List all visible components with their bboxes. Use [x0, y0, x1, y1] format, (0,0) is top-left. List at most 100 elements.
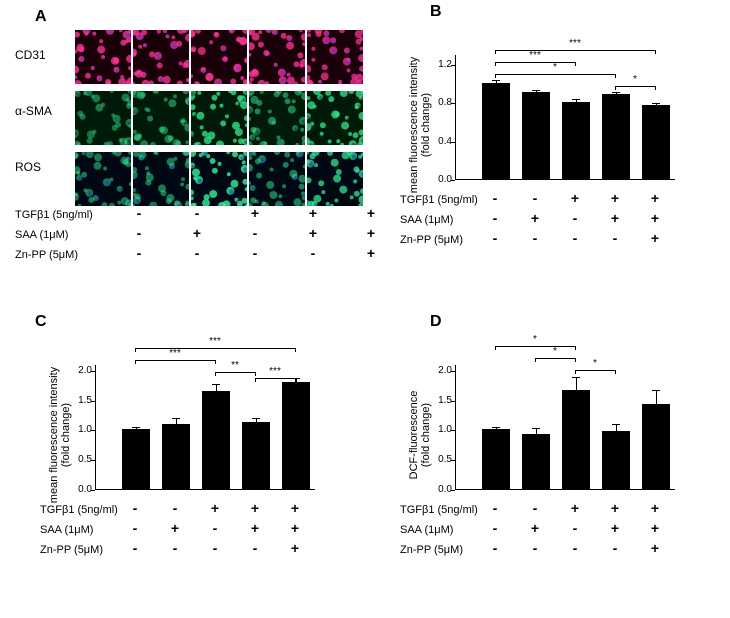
treatment-label: Zn-PP (5μM) [40, 544, 115, 556]
error-cap [132, 427, 140, 428]
chart-treatments: TGFβ1 (5ng/ml)--+++SAA (1μM)-+-++Zn-PP (… [400, 190, 675, 250]
micrograph-cell [75, 30, 131, 84]
error-cap [652, 103, 660, 104]
treatment-value: - [555, 540, 595, 556]
y-tick-mark [451, 490, 455, 491]
treatment-value: - [515, 190, 555, 206]
error-bar [216, 385, 217, 391]
y-tick-mark [451, 142, 455, 143]
error-cap [532, 428, 540, 429]
treatment-value: + [195, 500, 235, 516]
treatment-value: - [475, 210, 515, 226]
treatment-row: SAA (1μM)-+-++ [400, 210, 675, 226]
panel-b-label: B [430, 3, 442, 21]
treatment-value: + [342, 245, 400, 261]
y-tick-mark [451, 460, 455, 461]
treatment-value: + [275, 520, 315, 536]
treatment-value: + [155, 520, 195, 536]
bar [162, 424, 190, 489]
bar [522, 92, 550, 179]
treatment-value: - [475, 230, 515, 246]
error-bar [256, 419, 257, 423]
treatment-value: - [555, 520, 595, 536]
chart-area [455, 365, 675, 490]
treatment-value: + [284, 205, 342, 221]
row-label: ROS [15, 160, 70, 174]
y-tick: 0.8 [430, 97, 452, 108]
y-tick-mark [451, 103, 455, 104]
panel-a-treatments: TGFβ1 (5ng/ml)--+++SAA (1μM)-+-++Zn-PP (… [15, 205, 400, 265]
y-tick: 2.0 [430, 365, 452, 376]
treatment-value: - [595, 230, 635, 246]
treatment-value: + [235, 500, 275, 516]
error-cap [612, 92, 620, 93]
significance-text: *** [520, 50, 550, 61]
treatment-value: - [235, 540, 275, 556]
micrograph-cell [307, 30, 363, 84]
panel-c: C mean fluorescence intensity(fold chang… [30, 315, 370, 605]
treatment-value: + [595, 500, 635, 516]
micrograph-grid [75, 30, 365, 213]
bar [602, 94, 630, 179]
micrograph-cell [75, 91, 131, 145]
treatment-label: TGFβ1 (5ng/ml) [400, 504, 475, 516]
treatment-label: SAA (1μM) [400, 214, 475, 226]
y-axis-label: mean fluorescence intensity(fold change) [48, 360, 72, 510]
treatment-label: TGFβ1 (5ng/ml) [40, 504, 115, 516]
error-cap [572, 99, 580, 100]
treatment-value: + [595, 210, 635, 226]
treatment-value: + [635, 190, 675, 206]
treatment-value: + [635, 230, 675, 246]
treatment-value: + [635, 540, 675, 556]
bar [562, 390, 590, 489]
treatment-value: + [275, 540, 315, 556]
y-tick-mark [451, 430, 455, 431]
micrograph-cell [75, 152, 131, 206]
treatment-value: - [555, 210, 595, 226]
error-cap [212, 384, 220, 385]
panel-a-label: A [35, 8, 47, 26]
treatment-value: - [115, 500, 155, 516]
y-tick: 0.0 [70, 484, 92, 495]
micrograph-cell [191, 30, 247, 84]
treatment-row: Zn-PP (5μM)----+ [400, 540, 675, 556]
treatment-value: - [115, 520, 155, 536]
treatment-label: Zn-PP (5μM) [400, 234, 475, 246]
treatment-value: + [635, 520, 675, 536]
treatment-value: - [515, 230, 555, 246]
treatment-row: Zn-PP (5μM)----+ [40, 540, 315, 556]
significance-text: * [620, 74, 650, 85]
panel-c-label: C [35, 313, 47, 331]
error-cap [492, 80, 500, 81]
micrograph-cell [249, 152, 305, 206]
error-cap [252, 418, 260, 419]
micrograph-cell [133, 91, 189, 145]
y-tick: 1.5 [430, 395, 452, 406]
chart-treatments: TGFβ1 (5ng/ml)--+++SAA (1μM)-+-++Zn-PP (… [400, 500, 675, 560]
treatment-row: Zn-PP (5μM)----+ [15, 245, 400, 261]
treatment-value: - [168, 245, 226, 261]
treatment-value: + [515, 210, 555, 226]
micrograph-row [75, 30, 365, 89]
treatment-value: + [555, 190, 595, 206]
treatment-row: SAA (1μM)-+-++ [400, 520, 675, 536]
treatment-value: - [475, 520, 515, 536]
treatment-value: + [635, 500, 675, 516]
y-tick: 2.0 [70, 365, 92, 376]
treatment-label: TGFβ1 (5ng/ml) [15, 209, 110, 221]
treatment-value: - [226, 225, 284, 241]
treatment-value: + [235, 520, 275, 536]
treatment-value: - [195, 520, 235, 536]
treatment-label: SAA (1μM) [40, 524, 115, 536]
treatment-value: + [515, 520, 555, 536]
treatment-value: + [226, 205, 284, 221]
micrograph-cell [191, 91, 247, 145]
bar [602, 431, 630, 489]
y-tick: 0.5 [430, 454, 452, 465]
bar [482, 429, 510, 489]
micrograph-cell [307, 91, 363, 145]
treatment-value: - [110, 225, 168, 241]
significance-text: *** [560, 38, 590, 49]
micrograph-cell [133, 30, 189, 84]
treatment-row: TGFβ1 (5ng/ml)--+++ [40, 500, 315, 516]
